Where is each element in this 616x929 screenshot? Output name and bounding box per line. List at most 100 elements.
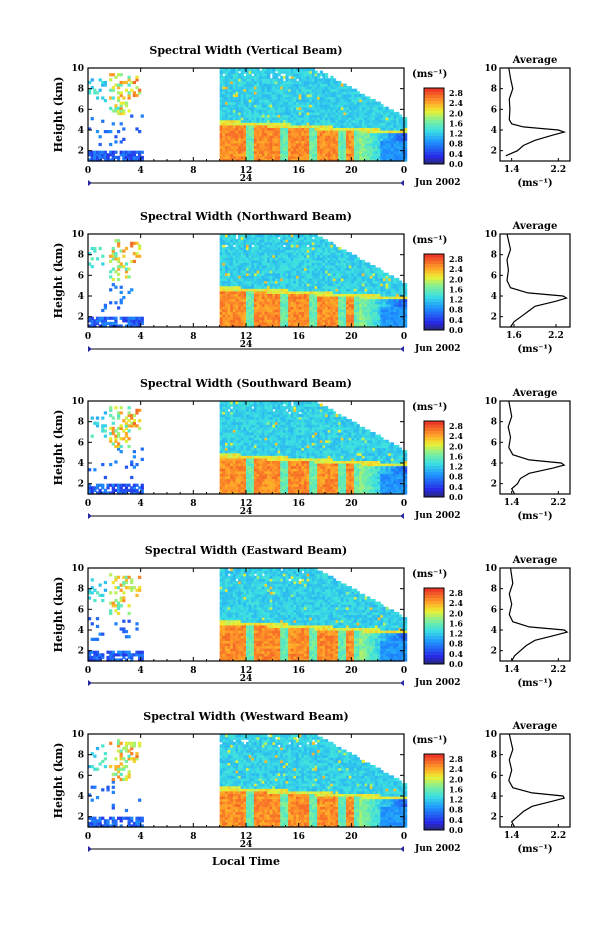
heatmap-cell — [311, 311, 316, 315]
heatmap-cell — [261, 262, 266, 266]
heatmap-cell — [227, 236, 231, 240]
heatmap-cell — [251, 96, 255, 100]
heatmap-cell — [88, 486, 92, 490]
heatmap-cell — [301, 298, 305, 302]
heatmap-cell — [116, 277, 121, 282]
heatmap-cell — [280, 308, 284, 313]
heatmap-cell — [232, 324, 237, 328]
heatmap-cell — [272, 109, 276, 113]
heatmap-cell — [361, 140, 366, 144]
heatmap-cell — [298, 96, 302, 100]
heatmap-cell — [343, 83, 347, 87]
heatmap-cell — [364, 124, 368, 129]
heatmap-cell — [303, 234, 308, 238]
heatmap-cell — [390, 153, 395, 157]
heatmap-cell — [259, 155, 263, 160]
heatmap-cell — [235, 252, 239, 256]
heatmap-cell — [346, 132, 350, 136]
heatmap-cell — [382, 140, 387, 144]
heatmap-cell — [356, 296, 360, 300]
heatmap-cell — [396, 301, 400, 305]
heatmap-cell — [382, 285, 387, 289]
heatmap-cell — [251, 88, 255, 92]
heatmap-cell — [388, 155, 392, 160]
heatmap-cell — [251, 296, 255, 300]
heatmap-cell — [219, 280, 223, 284]
heatmap-cell — [256, 324, 260, 328]
heatmap-cell — [317, 285, 321, 289]
heatmap-cell — [398, 306, 402, 310]
heatmap-cell — [246, 86, 250, 90]
heatmap-cell — [293, 130, 297, 134]
heatmap-cell — [303, 290, 308, 295]
heatmap-cell — [235, 306, 239, 310]
heatmap-cell — [256, 114, 260, 118]
heatmap-cell — [272, 308, 276, 313]
heatmap-cell — [88, 91, 92, 95]
heatmap-cell — [235, 277, 239, 282]
heatmap-cell — [261, 244, 266, 248]
heatmap-cell — [246, 145, 250, 149]
heatmap-cell — [267, 104, 271, 108]
heatmap-cell — [309, 324, 313, 328]
heatmap-cell — [404, 324, 408, 328]
heatmap-cell — [319, 93, 323, 98]
heatmap-cell — [227, 122, 231, 126]
heatmap-cell — [317, 314, 321, 318]
heatmap-cell — [332, 91, 337, 95]
heatmap-cell — [375, 311, 379, 315]
heatmap-cell — [246, 244, 250, 248]
heatmap-cell — [372, 114, 376, 118]
heatmap-cell — [296, 130, 300, 134]
heatmap-cell — [348, 259, 352, 264]
heatmap-cell — [251, 83, 255, 87]
heatmap-cell — [398, 288, 402, 292]
heatmap-cell — [380, 148, 384, 152]
heatmap-cell — [253, 324, 258, 328]
heatmap-cell — [375, 153, 379, 157]
heatmap-cell — [296, 132, 300, 136]
heatmap-cell — [314, 145, 318, 149]
heatmap-cell — [322, 158, 326, 162]
heatmap-cell — [230, 78, 234, 82]
heatmap-cell — [372, 137, 376, 141]
heatmap-cell — [251, 280, 255, 284]
heatmap-cell — [251, 259, 255, 264]
heatmap-cell — [296, 308, 300, 313]
heatmap-cell — [109, 106, 113, 110]
heatmap-cell — [301, 150, 305, 154]
heatmap-cell — [232, 101, 237, 105]
heatmap-cell — [282, 321, 287, 326]
heatmap-cell — [259, 293, 263, 297]
heatmap-cell — [267, 148, 271, 152]
heatmap-cell — [282, 236, 287, 240]
heatmap-cell — [272, 135, 276, 139]
heatmap-cell — [227, 301, 231, 305]
heatmap-cell — [303, 298, 308, 302]
heatmap-cell — [224, 124, 229, 129]
heatmap-cell — [288, 101, 292, 105]
heatmap-cell — [319, 109, 323, 113]
heatmap-cell — [127, 96, 131, 100]
heatmap-cell — [348, 303, 352, 307]
heatmap-cell — [135, 321, 139, 326]
heatmap-cell — [367, 145, 371, 149]
heatmap-cell — [98, 324, 102, 328]
heatmap-cell — [93, 91, 97, 95]
heatmap-cell — [232, 91, 237, 95]
heatmap-cell — [243, 259, 247, 264]
heatmap-cell — [306, 109, 310, 113]
heatmap-cell — [401, 153, 405, 157]
heatmap-cell — [277, 290, 281, 295]
heatmap-cell — [259, 122, 263, 126]
heatmap-cell — [351, 93, 355, 98]
heatmap-cell — [338, 283, 342, 287]
heatmap-cell — [325, 145, 329, 149]
heatmap-cell — [222, 288, 226, 292]
heatmap-cell — [232, 241, 237, 245]
heatmap-cell — [282, 283, 287, 287]
heatmap-cell — [303, 70, 308, 74]
heatmap-cell — [346, 306, 350, 310]
heatmap-cell — [274, 78, 279, 82]
